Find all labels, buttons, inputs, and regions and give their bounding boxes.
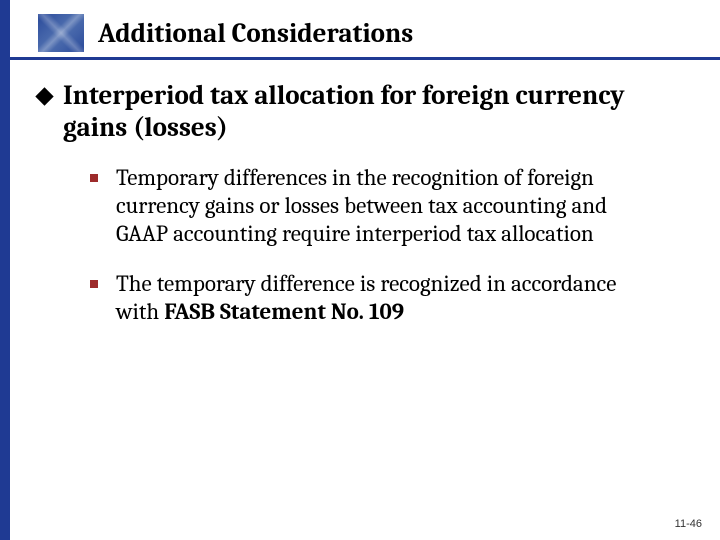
left-accent-stripe	[0, 0, 10, 540]
square-bullet-icon	[90, 174, 98, 182]
list-item: Temporary differences in the recognition…	[90, 164, 692, 248]
header-underline	[10, 57, 720, 60]
list-item: The temporary difference is recognized i…	[90, 270, 692, 326]
sub-text-2-strong: FASB Statement No. 109	[164, 298, 404, 325]
square-bullet-icon	[90, 280, 98, 288]
slide-content: Interperiod tax allocation for foreign c…	[0, 58, 720, 326]
sub-text-2: The temporary difference is recognized i…	[116, 270, 656, 326]
main-bullet-row: Interperiod tax allocation for foreign c…	[38, 80, 692, 144]
diamond-bullet-icon	[35, 87, 53, 105]
page-number: 11-46	[675, 518, 702, 530]
header-logo-icon	[38, 14, 84, 52]
slide-title: Additional Considerations	[98, 18, 413, 49]
slide-header: Additional Considerations	[0, 0, 720, 58]
sub-text-1: Temporary differences in the recognition…	[116, 164, 656, 248]
sub-bullet-list: Temporary differences in the recognition…	[90, 164, 692, 326]
main-heading: Interperiod tax allocation for foreign c…	[63, 80, 692, 144]
